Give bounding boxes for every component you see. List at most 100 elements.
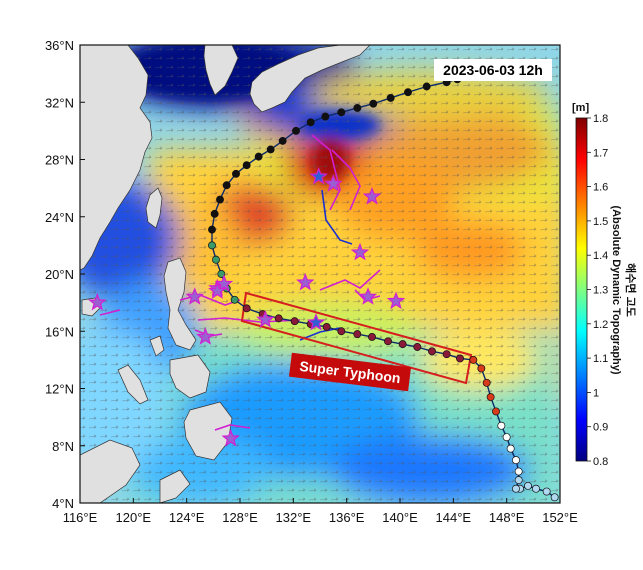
typhoon-track-point <box>369 99 378 108</box>
typhoon-track-point <box>322 323 331 331</box>
colorbar-tick-label: 1.1 <box>593 353 608 365</box>
typhoon-track-point <box>217 270 226 278</box>
storm-genesis-star <box>350 242 370 261</box>
colorbar-tick-label: 1.3 <box>593 285 608 297</box>
typhoon-track-point <box>442 350 451 359</box>
typhoon-track-point <box>512 456 520 465</box>
typhoon-track-point <box>550 493 559 502</box>
typhoon-track-point <box>456 354 464 363</box>
lat-tick-label: 8°N <box>52 439 74 454</box>
lon-tick-label: 144°E <box>436 510 472 525</box>
lon-tick-label: 148°E <box>489 510 525 525</box>
typhoon-track-point <box>482 378 491 387</box>
lat-tick-label: 32°N <box>45 95 74 110</box>
latitude-axis: 36°N 32°N 28°N 24°N 20°N 16°N 12°N 8°N 4°N <box>45 38 85 511</box>
typhoon-track-point <box>514 467 523 476</box>
colorbar-tick-label: 0.9 <box>593 422 608 434</box>
lon-tick-label: 152°E <box>542 510 578 525</box>
storm-genesis-star <box>214 274 234 292</box>
typhoon-track-point <box>353 104 362 112</box>
colorbar-tick-label: 1 <box>593 387 599 399</box>
typhoon-track-point <box>210 209 219 218</box>
typhoon-track-point <box>306 118 315 127</box>
typhoon-track-point <box>514 476 523 485</box>
lat-tick-label: 20°N <box>45 267 74 282</box>
storm-genesis-star <box>362 187 382 205</box>
lat-tick-label: 24°N <box>45 210 74 225</box>
storm-genesis-star <box>221 428 240 447</box>
typhoon-track-point <box>274 314 283 323</box>
lat-tick-label: 12°N <box>45 382 74 397</box>
sea-level-field <box>80 45 560 503</box>
typhoon-track-point <box>532 484 540 493</box>
lat-tick-label: 4°N <box>52 496 74 511</box>
typhoon-track-point <box>469 355 478 364</box>
lat-tick-label: 36°N <box>45 38 74 53</box>
typhoon-track-point <box>266 145 275 154</box>
lon-tick-label: 128°E <box>222 510 258 525</box>
typhoon-track-point <box>506 444 515 453</box>
typhoon-track-point <box>242 304 251 313</box>
longitude-axis: 116°E 120°E 124°E 128°E 132°E 136°E 140°E 144°E… <box>63 498 578 525</box>
super-typhoon-box <box>240 291 473 385</box>
typhoon-track-point <box>278 136 287 145</box>
timestamp-box: 2023-06-03 12h <box>434 59 552 81</box>
lat-tick-label: 16°N <box>45 324 74 339</box>
typhoon-track-point <box>208 241 216 250</box>
storm-genesis-star <box>88 292 107 311</box>
lon-tick-label: 136°E <box>329 510 365 525</box>
typhoon-track-point <box>353 330 362 339</box>
typhoon-track-point <box>524 481 532 490</box>
typhoon-track-point <box>497 421 506 430</box>
typhoon-track-point <box>512 484 520 493</box>
typhoon-track-point <box>368 333 376 341</box>
storm-genesis-star <box>256 310 275 328</box>
colorbar-tick-label: 1.2 <box>593 319 608 331</box>
typhoon-track-point <box>502 433 511 442</box>
colorbar-tick-label: 1.6 <box>593 182 608 194</box>
typhoon-track-point <box>321 112 330 121</box>
typhoon-track-point <box>242 161 251 170</box>
typhoon-track-point <box>212 255 220 264</box>
colorbar-tick-label: 0.8 <box>593 456 608 468</box>
storm-stars <box>88 167 406 447</box>
typhoon-track-point <box>422 82 431 91</box>
typhoon-track-point <box>477 364 486 373</box>
storm-genesis-star <box>324 174 343 192</box>
typhoon-track-point <box>337 327 346 336</box>
lon-tick-label: 124°E <box>169 510 205 525</box>
typhoon-track-point <box>486 393 495 402</box>
typhoon-track-point <box>404 88 412 97</box>
typhoon-track-point <box>337 108 346 117</box>
colorbar: [m] 1.8 1.7 1.6 1.5 1.4 1.3 1.2 1.1 1 0.9 0.8 해수면 … <box>572 102 638 468</box>
timestamp-label: 2023-06-03 12h <box>443 62 543 78</box>
colorbar-ticks: 1.8 1.7 1.6 1.5 1.4 1.3 1.2 1.1 1 0.9 0.8 <box>587 113 608 468</box>
typhoon-track-point <box>398 340 407 349</box>
storm-genesis-star <box>208 281 227 299</box>
storm-genesis-star <box>386 291 406 310</box>
colorbar-unit: [m] <box>572 102 589 114</box>
typhoon-track-point <box>208 225 216 234</box>
lon-tick-label: 120°E <box>116 510 152 525</box>
colorbar-tick-label: 1.5 <box>593 216 608 228</box>
colorbar-tick-label: 1.4 <box>593 250 608 262</box>
lon-tick-label: 116°E <box>63 510 98 525</box>
typhoon-track-point <box>413 343 422 351</box>
typhoon-track-point <box>222 181 231 190</box>
colorbar-ramp <box>575 117 588 462</box>
typhoon-track-point <box>290 317 299 326</box>
storm-genesis-star <box>306 313 326 331</box>
typhoon-track-point <box>384 337 392 346</box>
lat-tick-label: 28°N <box>45 153 74 168</box>
typhoon-track-point <box>542 487 551 496</box>
storm-genesis-star <box>309 167 328 185</box>
typhoon-track-point <box>254 152 263 161</box>
storm-genesis-star <box>185 287 204 305</box>
colorbar-tick-label: 1.8 <box>593 113 608 125</box>
typhoon-track-point <box>492 407 500 416</box>
storm-genesis-star <box>196 327 215 345</box>
typhoon-track-point <box>216 195 224 204</box>
typhoon-track-point <box>230 295 239 304</box>
lon-tick-label: 140°E <box>382 510 418 525</box>
